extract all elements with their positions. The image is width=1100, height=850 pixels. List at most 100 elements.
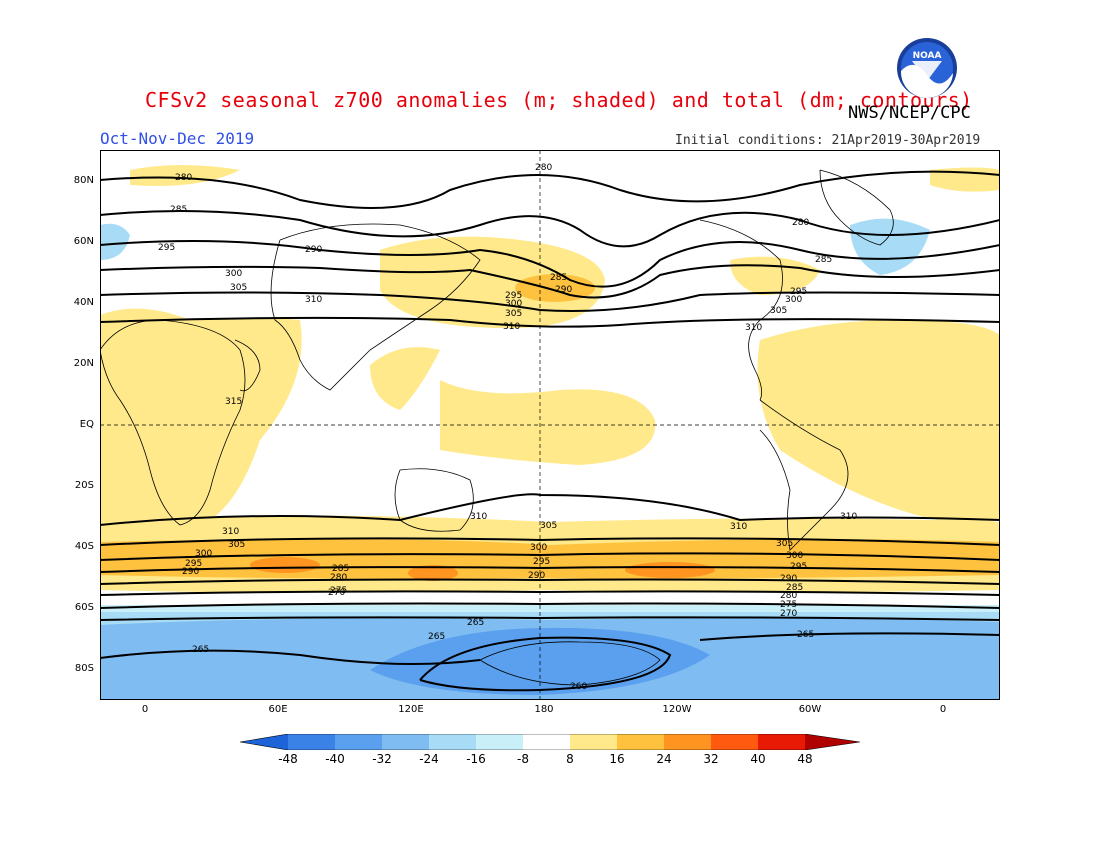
contour-label: 290 [555, 285, 572, 295]
contour-label: 310 [470, 512, 487, 522]
contour-label: 295 [790, 287, 807, 297]
contour-label: 280 [792, 218, 809, 228]
contour-label: 285 [170, 205, 187, 215]
anomaly-pos-south-max2 [408, 565, 458, 581]
colorbar-label: -16 [466, 752, 486, 766]
lon-label: 120W [662, 704, 692, 715]
contour-label: 310 [305, 295, 322, 305]
colorbar-segment [476, 734, 523, 750]
colorbar-label: 8 [566, 752, 574, 766]
contour-label: 275 [780, 600, 797, 610]
contour-label: 265 [467, 618, 484, 628]
colorbar-segment [617, 734, 664, 750]
colorbar-segment [382, 734, 429, 750]
lat-label: 20S [74, 480, 94, 491]
contour-label: 295 [790, 562, 807, 572]
anomaly-pos-arctic-w [130, 165, 240, 186]
contour-label: 295 [505, 291, 522, 301]
colorbar-label: -24 [419, 752, 439, 766]
contour-label: 300 [530, 543, 547, 553]
grid-lines [100, 150, 1000, 700]
lon-label: 120E [398, 704, 424, 715]
colorbar-label: 48 [797, 752, 813, 766]
contour-label: 300 [225, 269, 242, 279]
lon-label: 180 [534, 704, 554, 715]
contour-label: 290 [182, 567, 199, 577]
colorbar-segment [523, 734, 570, 750]
colorbar-label: 16 [609, 752, 625, 766]
coastlines [100, 169, 894, 686]
contour-label: 290 [528, 571, 545, 581]
anomaly-neg-w-edge [100, 223, 130, 260]
contour-label: 295 [158, 243, 175, 253]
lon-label: 60E [268, 704, 288, 715]
period-label: Oct-Nov-Dec 2019 [100, 129, 255, 148]
lat-label: 60N [73, 236, 94, 247]
anomaly-pos-pacific [440, 380, 656, 465]
contour-label: 310 [503, 322, 520, 332]
contour-label: 290 [780, 574, 797, 584]
lat-label: 40S [74, 541, 94, 552]
contour-label: 315 [225, 397, 242, 407]
contour-label: 310 [222, 527, 239, 537]
contour-label: 305 [770, 306, 787, 316]
contour-label: 295 [185, 559, 202, 569]
contour-label: 285 [332, 564, 349, 574]
colorbar-segment [711, 734, 758, 750]
contour-label: 280 [330, 573, 347, 583]
contour-label: 305 [230, 283, 247, 293]
colorbar-segment [288, 734, 335, 750]
contour-label: 300 [505, 299, 522, 309]
colorbar-label: -40 [325, 752, 345, 766]
colorbar-label: 40 [750, 752, 766, 766]
lat-label: 60S [74, 602, 94, 613]
contour-label: 280 [535, 163, 552, 173]
height-contours [100, 170, 1000, 692]
colorbar-segment [570, 734, 617, 750]
contour-label: 300 [195, 549, 212, 559]
lon-label: 0 [939, 704, 947, 715]
svg-text:NOAA: NOAA [913, 51, 942, 61]
colorbar-segment [335, 734, 382, 750]
contour-label: 285 [786, 583, 803, 593]
colorbar-segment [240, 734, 288, 750]
contour-label: 295 [533, 557, 550, 567]
colorbar-label: -48 [278, 752, 298, 766]
contour-label: 300 [785, 295, 802, 305]
contour-label: 310 [730, 522, 747, 532]
lat-label: 40N [73, 297, 94, 308]
lat-label: EQ [79, 419, 94, 430]
anomaly-pos-americas [757, 320, 1000, 524]
colorbar-segment [805, 734, 860, 750]
contour-label: 280 [780, 591, 797, 601]
contour-label: 300 [786, 551, 803, 561]
contour-label: 305 [540, 521, 557, 531]
agency-label: NWS/NCEP/CPC [848, 103, 971, 123]
contour-label: 265 [192, 645, 209, 655]
contour-label: 270 [780, 609, 797, 619]
lat-label: 80N [73, 175, 94, 186]
contour-label: 260 [570, 682, 587, 692]
colorbar-label: -8 [517, 752, 529, 766]
contour-label: 285 [550, 273, 567, 283]
contour-label: 305 [776, 539, 793, 549]
map-panel: 280 280 280 285 285 285 290 290 295 295 … [100, 150, 1000, 700]
colorbar-segment [664, 734, 711, 750]
anomaly-pos-south-mid [100, 539, 1000, 579]
colorbar-segment [429, 734, 476, 750]
initial-conditions-label: Initial conditions: 21Apr2019-30Apr2019 [675, 133, 981, 148]
contour-label: 265 [428, 632, 445, 642]
lon-label: 0 [141, 704, 149, 715]
anomaly-pos-south-max3 [625, 562, 715, 578]
colorbar-label: -32 [372, 752, 392, 766]
colorbar [240, 734, 861, 750]
contour-label: 290 [305, 245, 322, 255]
contour-label: 275 [330, 586, 347, 596]
map-frame [100, 150, 1000, 700]
contour-label: 285 [815, 255, 832, 265]
colorbar-label: 24 [656, 752, 672, 766]
contour-label: 270 [328, 588, 345, 598]
colorbar-segment [758, 734, 805, 750]
lat-label: 80S [74, 663, 94, 674]
contour-label: 310 [745, 323, 762, 333]
